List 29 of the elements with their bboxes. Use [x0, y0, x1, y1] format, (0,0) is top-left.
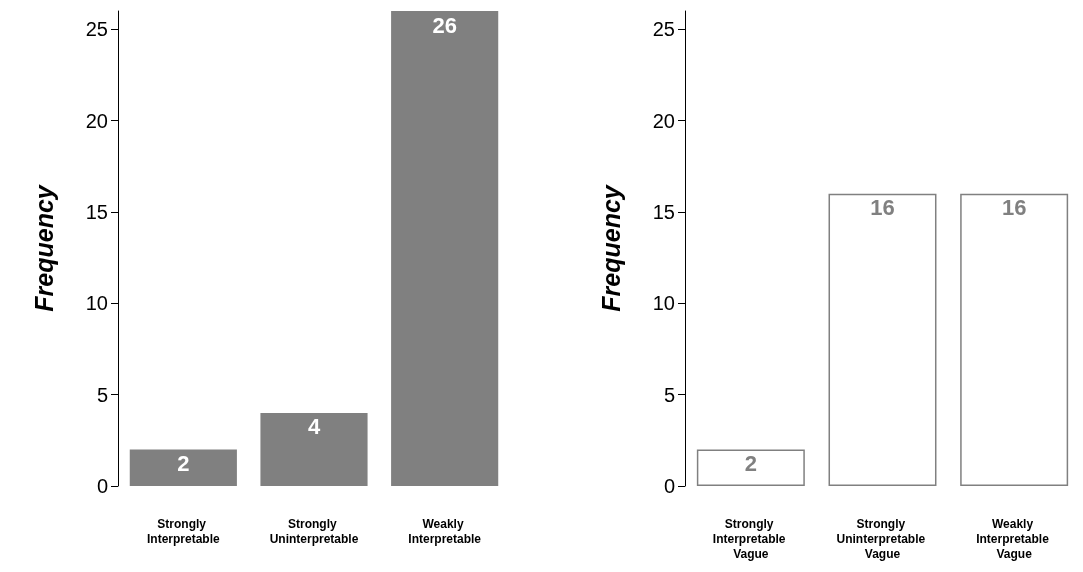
- y-tick-label: 0: [663, 475, 675, 497]
- y-tick-label: 25: [652, 18, 675, 41]
- y-tick-label: 5: [96, 383, 108, 406]
- x-tick-label: Weakly Interpretable Vague: [976, 516, 1053, 561]
- y-tick-label: 20: [652, 109, 675, 132]
- y-axis-title: Frequency: [29, 184, 58, 312]
- x-tick-label: Strongly Interpretable: [146, 516, 220, 546]
- x-tick-label: Strongly Uninterpretable Vague: [836, 516, 929, 561]
- data-label: 26: [432, 12, 457, 38]
- y-axis-title: Frequency: [596, 184, 625, 312]
- data-label: 4: [307, 414, 321, 440]
- y-tick-label: 15: [652, 200, 675, 223]
- bar: [129, 449, 237, 486]
- x-tick-label: Strongly Uninterpretable: [269, 516, 359, 546]
- x-tick-label: Strongly Interpretable Vague: [712, 516, 789, 561]
- data-label: 16: [1001, 195, 1027, 221]
- y-tick-label: 25: [85, 18, 108, 41]
- y-tick-label: 10: [85, 292, 108, 315]
- y-tick-label: 0: [96, 475, 108, 497]
- x-tick-label: Weakly Interpretable: [408, 516, 482, 546]
- data-label: 16: [870, 195, 895, 221]
- data-label: 2: [744, 450, 757, 476]
- data-label: 2: [177, 450, 190, 476]
- y-tick-label: 10: [652, 292, 675, 315]
- bar: [391, 11, 499, 486]
- bar: [260, 412, 368, 486]
- y-tick-label: 5: [663, 383, 675, 406]
- y-tick-label: 15: [85, 200, 108, 223]
- y-tick-label: 20: [85, 109, 108, 132]
